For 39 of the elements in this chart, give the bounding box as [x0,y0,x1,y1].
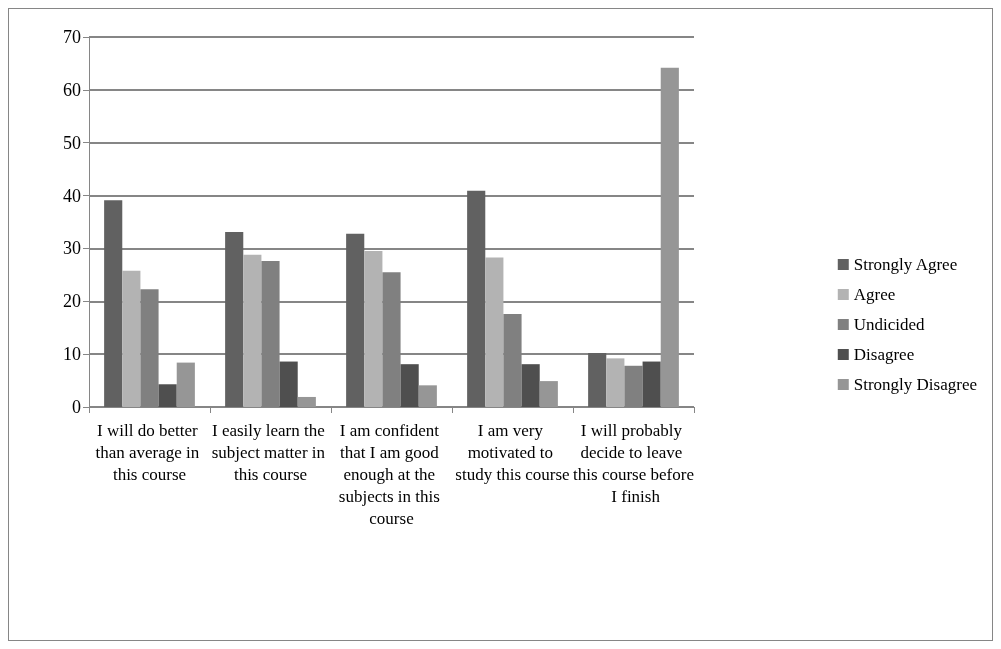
x-tick-label: I easily learn the subject matter in this course [211,420,330,484]
bar [624,365,643,407]
bar [225,232,244,407]
legend-label: Strongly Agree [853,255,958,274]
legend-label: Disagree [853,345,915,364]
bar [176,362,195,407]
y-tick-label: 20 [63,291,81,312]
bar [521,364,540,407]
bar [606,358,625,407]
y-tick-label: 70 [63,27,81,47]
y-tick-label: 60 [63,79,81,100]
x-tick-label: I am confident that I am good enough at the subjects in this course [338,420,445,528]
legend-label: Strongly Disagree [853,375,978,394]
y-tick-label: 50 [63,132,81,153]
bar [158,384,177,407]
bar [400,364,419,407]
bar [642,361,661,407]
bar [539,381,558,407]
bar [243,254,262,407]
x-tick-label: I will probably decide to leave this course before I finish [573,420,694,506]
x-tick-label: I am very motivated to study this course [455,420,570,484]
x-tick-label: I will do better than average in this course [95,420,204,484]
y-tick-label: 0 [72,397,81,417]
bar [485,257,504,407]
bar [588,353,607,407]
bar [364,251,383,407]
bar [104,200,123,407]
bar [279,361,298,407]
legend-label: Agree [853,285,896,304]
y-tick-label: 30 [63,238,81,259]
bar [122,270,141,407]
bar [660,67,679,407]
y-tick-label: 10 [63,344,81,365]
y-tick-label: 40 [63,185,81,206]
legend-label: Undicided [853,315,926,334]
bar [467,190,486,407]
bar [418,385,437,407]
bar [346,233,365,407]
bar [297,396,316,407]
